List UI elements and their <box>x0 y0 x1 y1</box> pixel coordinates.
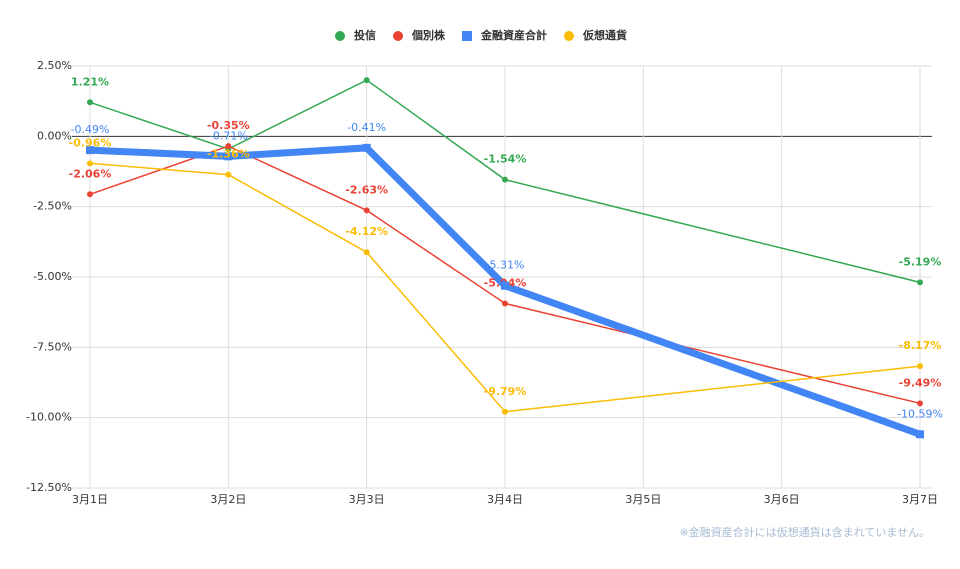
data-label: -0.71% <box>209 129 248 142</box>
point <box>917 279 923 286</box>
x-tick-label: 3月6日 <box>764 493 800 506</box>
point <box>224 152 233 161</box>
y-tick-label: 0.00% <box>37 129 72 142</box>
data-label: -10.59% <box>897 407 943 420</box>
x-tick-label: 3月2日 <box>210 493 246 506</box>
y-tick-label: -10.00% <box>26 411 72 424</box>
data-label: -5.19% <box>899 255 942 268</box>
point <box>501 281 509 290</box>
point <box>502 300 508 307</box>
data-label: -2.06% <box>69 167 112 180</box>
data-label: -1.54% <box>484 153 527 166</box>
y-tick-label: -5.00% <box>33 270 72 283</box>
data-label: -2.63% <box>345 183 388 196</box>
point <box>225 171 232 178</box>
y-tick-label: -2.50% <box>33 200 72 213</box>
y-tick-label: -12.50% <box>26 481 72 494</box>
data-label: -0.49% <box>71 123 110 136</box>
legend-marker <box>462 31 472 41</box>
data-label: -0.41% <box>347 121 386 134</box>
data-label: -1.36% <box>207 148 250 161</box>
point <box>363 207 370 214</box>
y-tick-label: 2.50% <box>37 59 72 72</box>
data-label: -9.49% <box>899 376 942 389</box>
x-tick-label: 3月4日 <box>487 493 523 506</box>
x-tick-label: 3月5日 <box>625 493 661 506</box>
data-label: -4.12% <box>345 225 388 238</box>
y-tick-label: -7.50% <box>33 340 72 353</box>
footnote: ※金融資産合計には仮想通貨は含まれていません。 <box>679 525 930 539</box>
point <box>225 143 232 150</box>
legend-label: 金融資産合計 <box>480 28 547 42</box>
point <box>87 160 93 167</box>
point <box>916 430 924 439</box>
data-label: -8.17% <box>899 339 942 352</box>
point <box>502 408 508 415</box>
point <box>502 176 508 183</box>
data-label: -0.96% <box>69 136 112 149</box>
point <box>87 191 93 198</box>
point <box>363 249 370 256</box>
legend-label: 仮想通貨 <box>582 28 627 42</box>
point <box>363 77 370 84</box>
point <box>917 400 923 407</box>
x-tick-label: 3月1日 <box>72 493 108 506</box>
data-label: -9.79% <box>484 385 527 398</box>
point <box>917 363 923 370</box>
legend-marker <box>393 31 403 41</box>
legend-label: 投信 <box>354 28 376 42</box>
data-label: -5.31% <box>486 259 525 272</box>
point <box>87 99 93 106</box>
data-label: 1.21% <box>71 75 109 88</box>
legend-label: 個別株 <box>411 28 446 42</box>
point <box>86 146 94 155</box>
point <box>362 143 371 152</box>
data-label: -0.35% <box>207 119 250 132</box>
legend-marker <box>335 31 345 41</box>
legend-marker <box>564 31 574 41</box>
x-tick-label: 3月3日 <box>349 493 385 506</box>
x-tick-label: 3月7日 <box>902 493 938 506</box>
